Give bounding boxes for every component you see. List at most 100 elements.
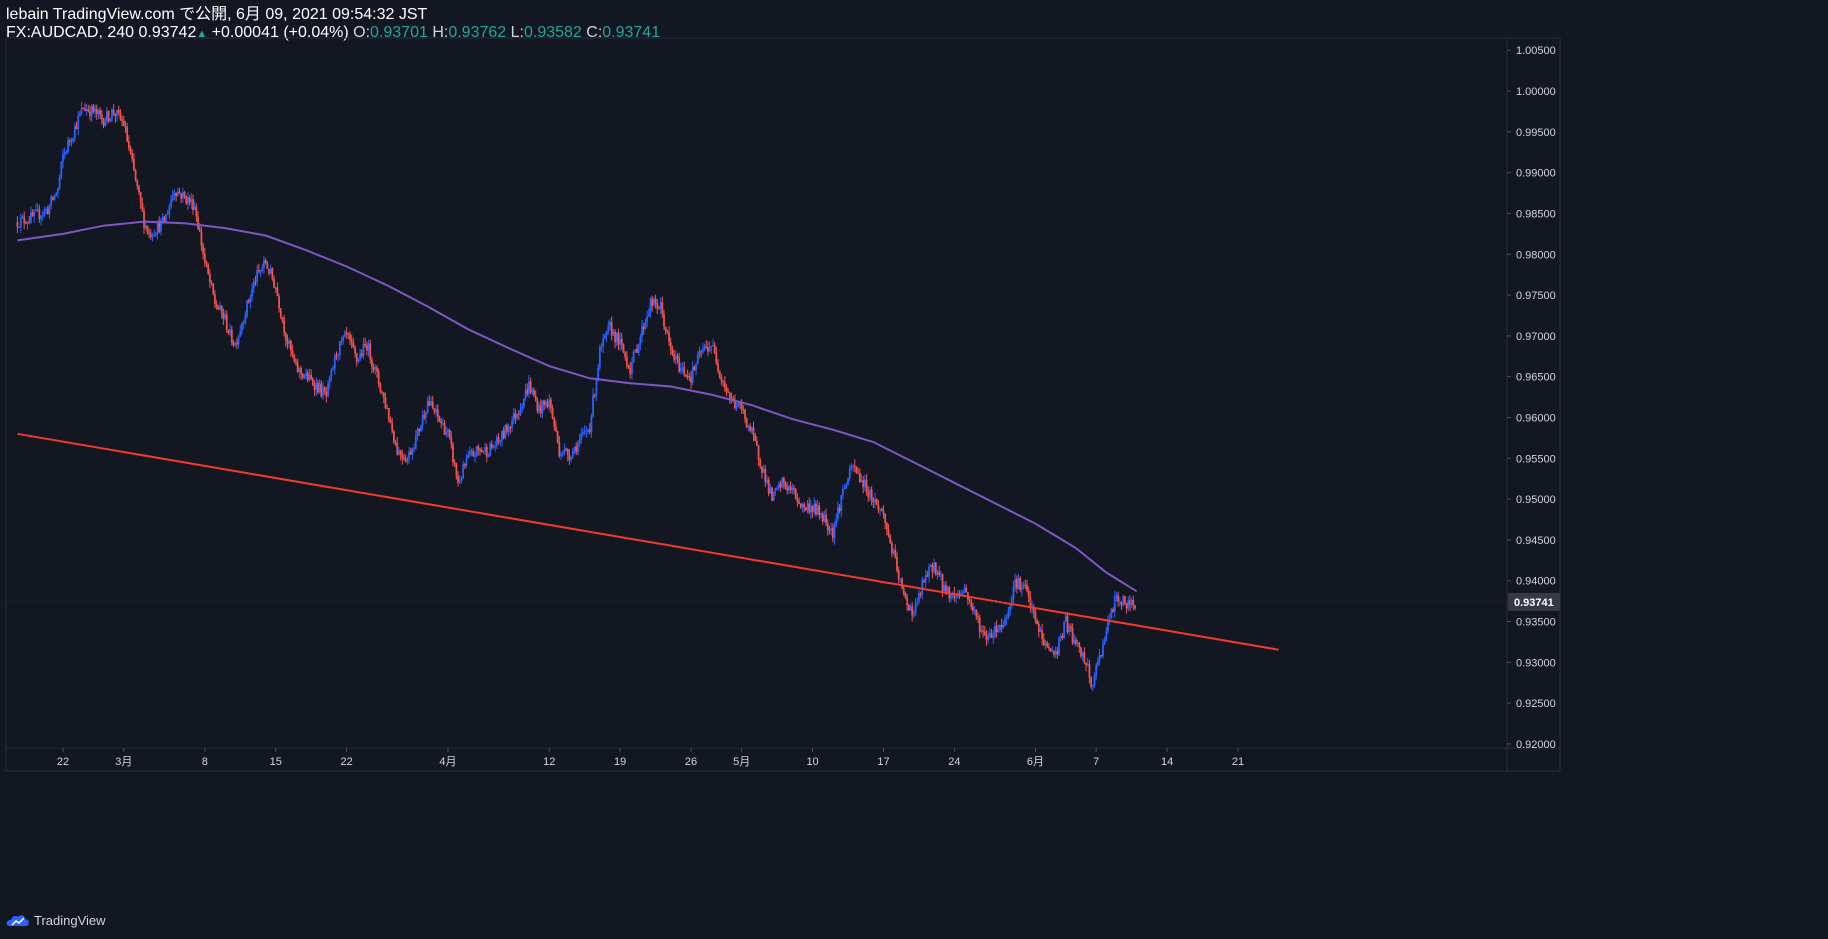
candle-body	[766, 479, 768, 483]
candle-body	[295, 361, 297, 363]
candle-body	[38, 209, 41, 220]
price-tick-label: 0.93500	[1516, 617, 1556, 629]
candle-body	[750, 427, 753, 431]
candle-body	[462, 464, 465, 479]
candle-body	[490, 443, 493, 448]
candle-body	[119, 112, 122, 120]
candle-body	[968, 599, 971, 601]
candle-body	[1007, 611, 1010, 618]
candle-body	[607, 326, 610, 331]
candle-body	[734, 400, 736, 408]
trend-line[interactable]	[17, 432, 1279, 651]
candle-body	[1058, 637, 1060, 655]
close-label: C:	[586, 24, 603, 41]
candle-body	[495, 436, 498, 446]
candle-body	[372, 366, 375, 370]
candle-body	[222, 313, 225, 319]
chart-frame	[5, 37, 1561, 772]
candle-body	[688, 376, 691, 378]
candle-body	[268, 268, 270, 274]
candle-body	[1088, 664, 1091, 678]
candle-body	[509, 426, 512, 429]
candle-body	[453, 462, 456, 464]
candle-body	[558, 442, 561, 457]
candle-body	[406, 458, 409, 462]
candle-body	[764, 468, 767, 483]
candle-body	[254, 281, 257, 283]
candle-body	[1122, 596, 1125, 605]
candle-body	[777, 483, 780, 489]
candle-body	[652, 298, 655, 306]
candle-body	[198, 229, 201, 232]
candle-body	[1068, 626, 1071, 633]
candle-body	[141, 202, 144, 211]
candle-body	[1108, 618, 1111, 620]
candle-body	[330, 369, 333, 377]
candle-body	[982, 630, 984, 632]
candle-body	[958, 593, 961, 595]
candle-body	[941, 574, 944, 591]
candle-body	[997, 630, 1000, 632]
candle-body	[826, 523, 829, 530]
candle-body	[891, 542, 893, 554]
candle-body	[286, 340, 289, 344]
candle-body	[517, 414, 520, 416]
candle-body	[679, 368, 682, 372]
candle-body	[463, 464, 466, 466]
candle-body	[624, 352, 627, 357]
candle-body	[939, 574, 942, 576]
candle-body	[163, 217, 166, 223]
ohlc-legend: FX:AUDCAD, 240 0.93742▲ +0.00041 (+0.04%…	[6, 24, 660, 42]
time-tick-label: 3月	[115, 756, 132, 768]
candle-body	[139, 192, 142, 203]
candle-body	[148, 232, 150, 234]
candle-body	[381, 391, 383, 393]
candle-body	[293, 354, 296, 362]
last-price: 0.93742	[138, 24, 197, 41]
candle-body	[1117, 595, 1120, 603]
candle-body	[970, 600, 973, 608]
chart-header: lebain TradingView.com で公開, 6月 09, 2021 …	[6, 6, 660, 42]
candle-body	[897, 570, 900, 580]
candle-body	[474, 455, 476, 457]
candle-body	[723, 382, 726, 387]
candle-body	[987, 635, 990, 641]
price-tick-label: 0.97500	[1516, 290, 1556, 302]
candle-body	[50, 196, 53, 206]
candle-body	[53, 195, 56, 200]
candle-body	[82, 107, 85, 109]
brand-name[interactable]: TradingView	[34, 912, 106, 928]
candle-body	[580, 434, 583, 440]
moving-average-line[interactable]	[17, 220, 1138, 593]
candle-body	[58, 177, 61, 188]
candle-body	[1039, 630, 1042, 632]
candle-body	[813, 503, 816, 512]
candle-body	[48, 205, 51, 215]
candle-body	[912, 614, 915, 616]
candle-body	[867, 492, 870, 498]
candle-body	[840, 495, 843, 512]
candle-body	[102, 118, 105, 127]
candle-body	[1069, 626, 1072, 628]
candle-body	[804, 507, 807, 511]
candle-body	[1051, 651, 1054, 653]
candle-body	[642, 326, 645, 330]
candle-body	[842, 488, 844, 496]
candle-body	[435, 409, 437, 412]
candle-body	[178, 191, 181, 194]
candle-body	[303, 376, 306, 378]
candle-body	[860, 480, 863, 483]
candle-body	[1080, 647, 1082, 657]
candle-body	[156, 222, 159, 234]
candle-body	[448, 429, 451, 437]
candle-body	[340, 340, 343, 342]
candle-body	[533, 390, 535, 396]
candle-body	[992, 636, 995, 638]
candle-body	[1036, 620, 1039, 624]
candle-body	[425, 412, 427, 418]
candle-body	[276, 287, 279, 297]
candle-body	[310, 374, 313, 379]
time-tick-label: 21	[1232, 756, 1244, 768]
symbol-label[interactable]: FX:AUDCAD, 240	[6, 24, 135, 41]
